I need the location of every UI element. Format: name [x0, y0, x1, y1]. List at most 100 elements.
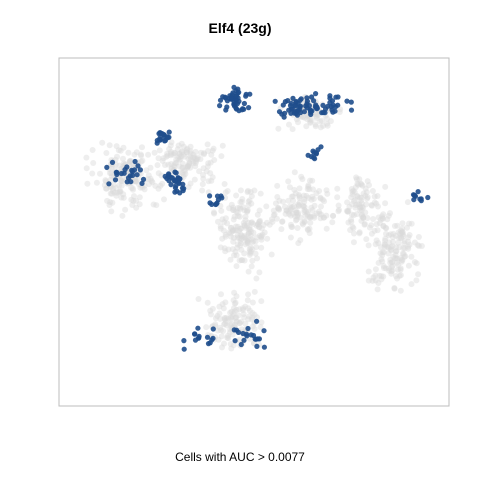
background-cell-point-279: [167, 148, 174, 155]
background-cell-point-75: [110, 185, 117, 192]
background-cell-point-669: [275, 205, 281, 212]
background-cell-point-394: [230, 216, 237, 223]
background-cell-point-879: [400, 231, 406, 238]
background-cell-point-543: [231, 289, 238, 296]
positive-cell-point-242: [241, 337, 247, 343]
background-cell-point-943: [388, 259, 395, 266]
background-cell-point-516: [246, 307, 253, 314]
positive-cell-point-118: [292, 103, 298, 109]
background-cell-point-683: [292, 213, 298, 220]
background-cell-point-529: [225, 335, 232, 342]
background-cell-point-284: [191, 154, 198, 161]
background-cell-point-278: [165, 161, 172, 168]
background-cell-point-924: [379, 249, 386, 256]
background-cell-point-712: [356, 229, 363, 236]
background-cell-point-781: [357, 204, 363, 211]
background-cell-point-515: [229, 313, 236, 320]
background-cell-point-311: [246, 197, 253, 204]
background-cell-point-784: [353, 176, 360, 183]
background-cell-point-193: [186, 160, 193, 167]
background-cell-point-478: [232, 321, 239, 328]
background-cell-point-821: [399, 220, 406, 227]
background-cell-point-323: [249, 246, 256, 253]
background-cell-point-174: [178, 153, 185, 160]
background-cell-point-918: [397, 265, 404, 272]
background-cell-point-829: [379, 252, 386, 259]
background-cell-point-933: [379, 213, 386, 220]
background-cell-point-303: [245, 226, 252, 233]
background-cell-point-934: [392, 232, 399, 239]
background-cell-point-52: [128, 184, 135, 191]
background-cell-point-175: [159, 180, 166, 187]
positive-cell-point-156: [125, 175, 132, 181]
background-cell-point-899: [365, 242, 372, 249]
background-cell-point-889: [369, 277, 376, 284]
positive-cell-point-139: [159, 131, 165, 137]
background-cell-point-414: [250, 229, 257, 236]
background-cell-point-172: [179, 149, 185, 156]
background-cell-point-793: [351, 230, 357, 237]
background-cell-point-1031: [324, 122, 331, 129]
background-cell-point-119: [110, 188, 116, 195]
background-cell-point-692: [270, 212, 277, 219]
background-cell-point-189: [163, 153, 170, 160]
background-cell-point-324: [215, 218, 221, 225]
background-cell-point-200: [187, 156, 194, 163]
background-cell-point-667: [318, 203, 324, 210]
background-cell-point-434: [237, 205, 244, 212]
background-cell-point-714: [351, 189, 358, 196]
background-cell-point-235: [207, 159, 214, 166]
background-cell-point-804: [372, 241, 379, 248]
positive-cell-point-240: [231, 327, 237, 333]
background-cell-point-898: [382, 200, 389, 207]
background-cell-point-614: [308, 204, 315, 211]
background-cell-point-239: [190, 151, 197, 158]
background-cell-point-122: [127, 158, 134, 165]
positive-cell-point-1: [246, 105, 252, 111]
background-cell-point-367: [240, 220, 247, 226]
background-cell-point-238: [164, 152, 171, 159]
background-cell-point-637: [278, 226, 285, 233]
background-cell-point-343: [255, 221, 261, 228]
background-cell-point-485: [238, 318, 244, 325]
background-cell-point-383: [256, 207, 263, 214]
background-cell-point-49: [108, 164, 115, 171]
background-cell-point-293: [221, 219, 228, 225]
background-cell-point-695: [291, 186, 298, 193]
background-cell-point-937: [395, 229, 402, 236]
background-cell-point-314: [241, 257, 248, 264]
background-cell-point-738: [368, 230, 375, 237]
background-cell-point-652: [271, 211, 278, 218]
background-cell-point-218: [218, 153, 225, 160]
background-cell-point-163: [147, 175, 154, 182]
background-cell-point-382: [235, 213, 241, 220]
background-cell-point-322: [232, 223, 239, 230]
background-cell-point-276: [155, 155, 162, 162]
background-cell-point-379: [248, 200, 255, 207]
background-cell-point-710: [344, 199, 351, 206]
background-cell-point-677: [300, 192, 307, 199]
background-cell-point-446: [231, 252, 237, 259]
background-cell-point-936: [401, 245, 408, 252]
background-cell-point-676: [304, 211, 311, 218]
background-cell-point-877: [379, 215, 386, 222]
background-cell-point-953: [337, 106, 344, 113]
background-cell-point-817: [399, 225, 406, 232]
background-cell-point-198: [191, 176, 198, 183]
positive-cell-point-158: [114, 169, 120, 176]
background-cell-point-626: [308, 196, 315, 203]
background-cell-point-759: [362, 209, 369, 216]
background-cell-point-952: [320, 122, 327, 129]
background-cell-point-161: [130, 197, 137, 204]
background-cell-point-795: [382, 183, 389, 190]
background-cell-point-577: [227, 341, 234, 347]
positive-cell-point-145: [109, 159, 116, 165]
background-cell-point-697: [280, 198, 287, 205]
background-cell-point-549: [249, 316, 255, 323]
background-cell-point-930: [388, 246, 394, 253]
background-cell-point-745: [344, 208, 351, 215]
background-cell-point-372: [238, 235, 245, 242]
background-cell-point-702: [301, 204, 308, 210]
background-cell-point-500: [218, 291, 224, 298]
